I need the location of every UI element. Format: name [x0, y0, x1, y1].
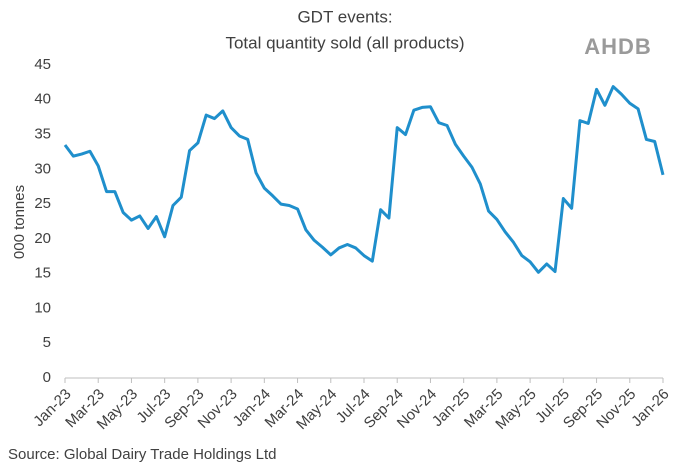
y-tick-label: 45 [34, 56, 51, 73]
y-tick-label: 5 [43, 334, 51, 351]
y-tick-label: 15 [34, 265, 51, 282]
chart-subtitle: Total quantity sold (all products) [225, 33, 464, 52]
y-tick-label: 0 [43, 369, 51, 386]
logo: AHDB [584, 34, 652, 59]
y-tick-label: 10 [34, 299, 51, 316]
chart-title: GDT events: [297, 7, 392, 26]
source: Source: Global Dairy Trade Holdings Ltd [8, 446, 276, 463]
y-tick-label: 20 [34, 230, 51, 247]
x-tick-label: Jan-26 [628, 386, 672, 430]
y-tick-label: 35 [34, 126, 51, 143]
data-line [63, 85, 665, 274]
y-tick-label: 40 [34, 91, 51, 108]
y-tick-label: 25 [34, 195, 51, 212]
y-axis-label: 000 tonnes [11, 185, 28, 259]
y-tick-label: 30 [34, 160, 51, 177]
